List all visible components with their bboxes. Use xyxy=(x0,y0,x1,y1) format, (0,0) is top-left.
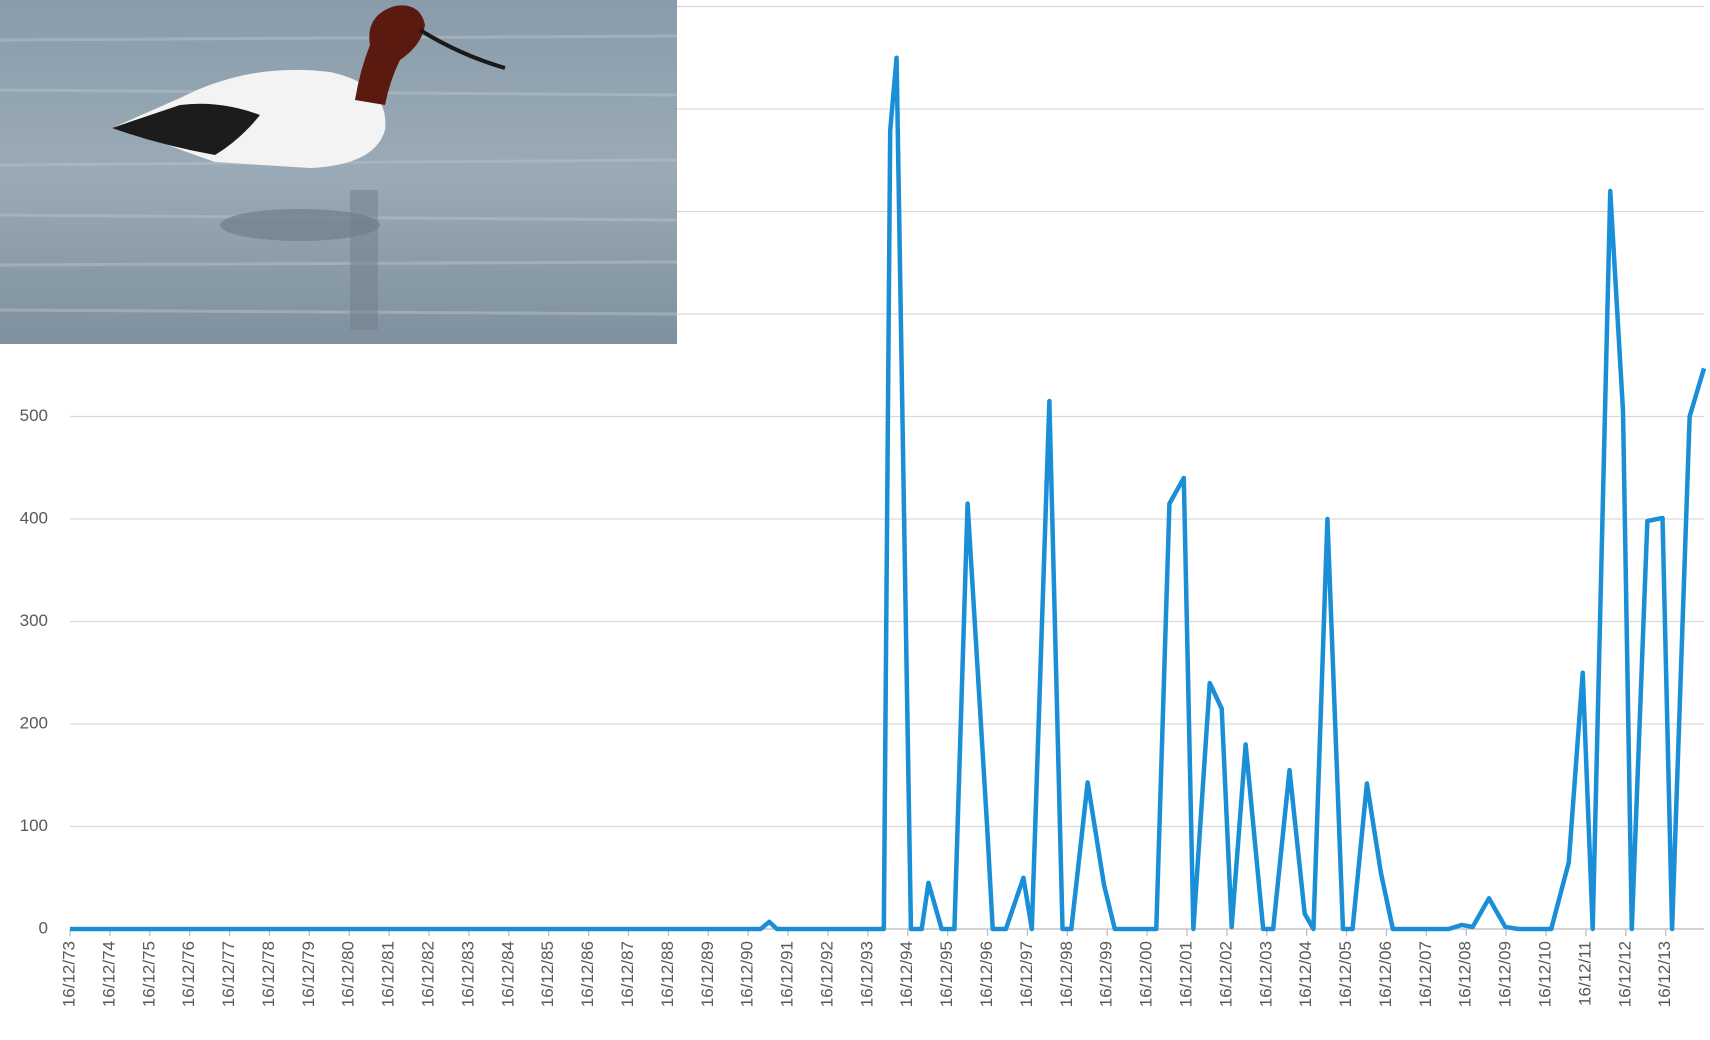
x-tick-label: 16/12/81 xyxy=(379,941,398,1007)
x-tick-label: 16/12/84 xyxy=(498,941,517,1007)
x-tick-label: 16/12/04 xyxy=(1296,941,1315,1007)
y-tick-label: 200 xyxy=(20,713,48,732)
x-tick-label: 16/12/07 xyxy=(1416,941,1435,1007)
data-line xyxy=(70,55,1707,932)
x-tick-label: 16/12/83 xyxy=(458,941,477,1007)
x-tick-label: 16/12/02 xyxy=(1216,941,1235,1007)
y-tick-label: 500 xyxy=(20,406,48,425)
x-tick-label: 16/12/96 xyxy=(977,941,996,1007)
x-tick-label: 16/12/06 xyxy=(1376,941,1395,1007)
y-tick-label: 0 xyxy=(39,918,48,937)
x-tick-label: 16/12/00 xyxy=(1137,941,1156,1007)
x-tick-label: 16/12/91 xyxy=(778,941,797,1007)
x-tick-label: 16/12/94 xyxy=(897,941,916,1007)
x-tick-label: 16/12/95 xyxy=(937,941,956,1007)
x-tick-label: 16/12/79 xyxy=(299,941,318,1007)
x-tick-label: 16/12/10 xyxy=(1536,941,1555,1007)
y-tick-label: 300 xyxy=(20,611,48,630)
x-tick-label: 16/12/82 xyxy=(419,941,438,1007)
x-tick-label: 16/12/90 xyxy=(738,941,757,1007)
x-tick-label: 16/12/75 xyxy=(139,941,158,1007)
x-tick-label: 16/12/85 xyxy=(538,941,557,1007)
x-tick-label: 16/12/76 xyxy=(179,941,198,1007)
x-tick-label: 16/12/88 xyxy=(658,941,677,1007)
x-tick-label: 16/12/03 xyxy=(1256,941,1275,1007)
x-tick-label: 16/12/89 xyxy=(698,941,717,1007)
x-tick-label: 16/12/93 xyxy=(857,941,876,1007)
x-tick-label: 16/12/86 xyxy=(578,941,597,1007)
x-tick-label: 16/12/01 xyxy=(1176,941,1195,1007)
photo xyxy=(0,0,678,344)
x-tick-label: 16/12/87 xyxy=(618,941,637,1007)
y-tick-label: 100 xyxy=(20,816,48,835)
x-tick-label: 16/12/11 xyxy=(1575,941,1594,1006)
x-tick-label: 16/12/09 xyxy=(1496,941,1515,1007)
x-tick-label: 16/12/77 xyxy=(219,941,238,1007)
x-tick-label: 16/12/12 xyxy=(1615,941,1634,1007)
x-tick-label: 16/12/74 xyxy=(99,941,118,1007)
x-tick-label: 16/12/05 xyxy=(1336,941,1355,1007)
x-tick-label: 16/12/98 xyxy=(1057,941,1076,1007)
y-tick-label: 400 xyxy=(20,508,48,527)
x-tick-label: 16/12/97 xyxy=(1017,941,1036,1007)
x-tick-label: 16/12/99 xyxy=(1097,941,1116,1007)
x-tick-label: 16/12/80 xyxy=(339,941,358,1007)
x-tick-label: 16/12/92 xyxy=(817,941,836,1007)
x-tick-label: 16/12/73 xyxy=(59,941,78,1007)
x-tick-label: 16/12/78 xyxy=(259,941,278,1007)
x-tick-label: 16/12/08 xyxy=(1456,941,1475,1007)
x-tick-label: 16/12/13 xyxy=(1655,941,1674,1007)
